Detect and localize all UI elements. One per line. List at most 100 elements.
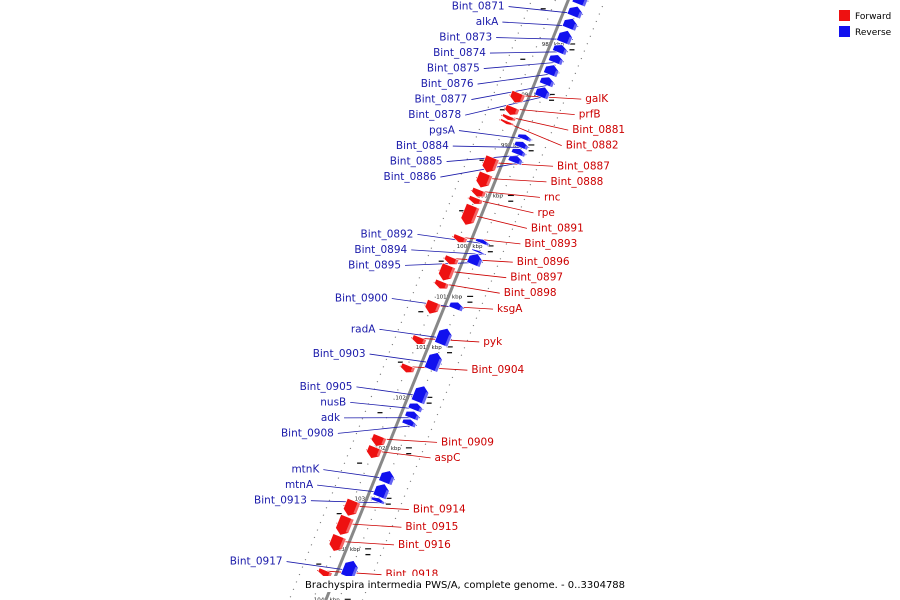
gene-Bint_0892 <box>474 238 490 247</box>
gene-Bint_0894 <box>471 248 486 256</box>
gene-arrow <box>501 113 517 122</box>
gene-prfB <box>504 104 521 116</box>
gene-arrow <box>475 170 494 189</box>
gene-label-Bint_0893: Bint_0893 <box>524 238 577 250</box>
gene-alkA <box>561 18 578 32</box>
gene-label-galK: galK <box>585 93 609 105</box>
gene-arrow <box>378 470 395 486</box>
gene-arrow <box>516 133 532 143</box>
gene-label-Bint_0876: Bint_0876 <box>421 78 474 90</box>
leader-Bint_0874 <box>489 51 568 54</box>
gene-label-rnc: rnc <box>544 191 561 203</box>
gene-mtnK <box>378 470 395 486</box>
gene-arrow <box>340 560 359 580</box>
gene-highlight <box>572 23 578 32</box>
gene-Bint_0885 <box>510 148 526 158</box>
gene-highlight <box>410 367 416 373</box>
gene-ksgA <box>424 298 442 315</box>
gene-arrow <box>434 278 450 290</box>
gene-arrow <box>370 433 388 447</box>
gene-highlight <box>582 0 588 7</box>
gene-highlight <box>388 476 395 486</box>
gene-arrow <box>335 513 355 536</box>
gene-highlight <box>376 448 383 457</box>
gene-highlight <box>510 122 514 126</box>
gene-Bint_0871 <box>566 5 583 20</box>
gene-arrow <box>423 352 443 373</box>
gene-Bint_0870 <box>571 0 589 8</box>
scale-tick-label: 995 kbp <box>501 143 524 149</box>
scale-dot-guides <box>288 0 606 600</box>
gene-arrow <box>401 418 417 429</box>
gene-label-Bint_0884: Bint_0884 <box>396 140 449 152</box>
gene-highlight <box>520 94 526 102</box>
gene-label-mtnK: mtnK <box>291 464 320 476</box>
scale-tick-label: 985 kbp <box>542 42 565 48</box>
gene-highlight <box>383 489 390 500</box>
gene-arrow <box>448 301 464 313</box>
gene-label-Bint_0914: Bint_0914 <box>413 504 466 516</box>
gene-highlight <box>566 36 573 46</box>
gene-label-Bint_0892: Bint_0892 <box>361 228 414 240</box>
gene-Bint_0884 <box>513 141 529 151</box>
gene-arrow <box>571 0 589 8</box>
leader-pgsA <box>458 130 533 141</box>
gene-arrow <box>443 254 460 265</box>
gene-label-alkA: alkA <box>476 16 499 28</box>
gene-aspC <box>366 444 383 459</box>
gene-label-Bint_0873: Bint_0873 <box>439 32 492 44</box>
leader-Bint_0875 <box>483 61 564 69</box>
gene-highlight <box>553 70 559 78</box>
gene-Bint_0918 <box>317 567 333 578</box>
gene-highlight <box>544 92 550 100</box>
gene-label-Bint_0908: Bint_0908 <box>281 427 334 439</box>
gene-label-Bint_0871: Bint_0871 <box>452 1 505 13</box>
gene-highlight <box>381 501 385 505</box>
legend: Forward Reverse <box>839 10 892 38</box>
gene-Bint_0874 <box>552 44 568 56</box>
gene-highlight <box>558 59 564 66</box>
gene-Bint_0903 <box>423 352 443 373</box>
leader-Bint_0884 <box>452 145 530 149</box>
gene-arrow <box>468 194 484 205</box>
gene-label-Bint_0913: Bint_0913 <box>254 495 307 507</box>
gene-Bint_0888 <box>475 170 494 189</box>
gene-pyk <box>411 334 428 345</box>
gene-highlight <box>444 283 450 289</box>
legend-swatch-reverse <box>839 26 850 37</box>
gene-highlight <box>353 502 361 514</box>
gene-arrow <box>366 444 383 459</box>
gene-label-Bint_0909: Bint_0909 <box>441 436 494 448</box>
gene-Bint_0882 <box>499 118 515 126</box>
gene-Bint_0895 <box>466 253 483 268</box>
gene-highlight <box>481 252 486 256</box>
gene-label-Bint_0878: Bint_0878 <box>408 109 461 121</box>
gene-arrow <box>438 262 457 282</box>
gene-highlight <box>435 303 441 313</box>
gene-arrow <box>434 328 453 348</box>
gene-label-pgsA: pgsA <box>429 125 456 137</box>
gene-label-Bint_0887: Bint_0887 <box>557 160 610 172</box>
gene-label-adk: adk <box>321 412 341 424</box>
gene-arrow <box>411 334 428 345</box>
gene-label-Bint_0886: Bint_0886 <box>383 171 436 183</box>
gene-arrow <box>328 533 347 552</box>
gene-highlight <box>471 207 480 224</box>
gene-label-Bint_0898: Bint_0898 <box>504 287 557 299</box>
gene-highlight <box>549 81 555 88</box>
caption: Brachyspira intermedia PWS/A, complete g… <box>304 576 625 592</box>
gene-label-Bint_0882: Bint_0882 <box>566 140 619 152</box>
gene-arrow <box>342 497 361 517</box>
gene-highlight <box>527 138 532 143</box>
gene-arrow <box>556 30 573 46</box>
gene-Bint_0896 <box>443 254 460 265</box>
gene-Bint_0914 <box>342 497 361 517</box>
gene-arrow <box>404 410 420 422</box>
gene-label-aspC: aspC <box>435 452 461 464</box>
gene-label-Bint_0888: Bint_0888 <box>550 176 603 188</box>
gene-highlight <box>577 11 583 19</box>
gene-arrow <box>566 5 583 20</box>
gene-label-Bint_0877: Bint_0877 <box>414 94 467 106</box>
gene-highlight <box>339 537 347 550</box>
